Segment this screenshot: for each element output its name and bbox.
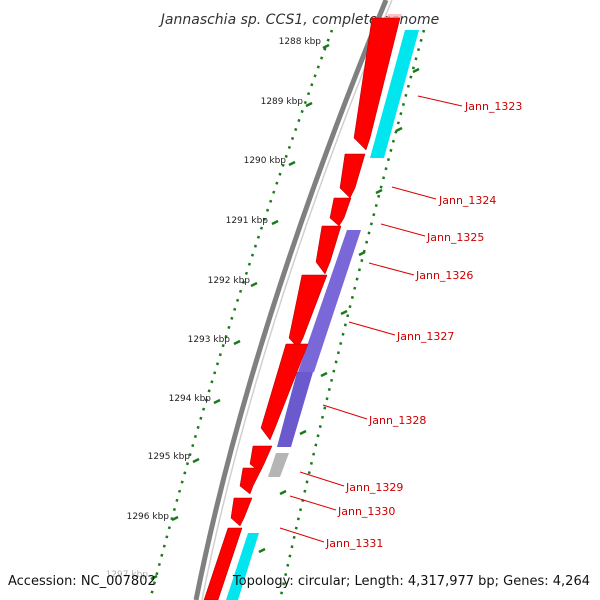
scale-tick <box>288 160 296 167</box>
topology-text: Topology: circular; Length: 4,317,977 bp… <box>232 574 590 589</box>
gene-label-jann-1325[interactable]: Jann_1325 <box>426 231 484 244</box>
gene-label-jann-1329[interactable]: Jann_1329 <box>345 481 403 494</box>
leader-line <box>299 471 345 487</box>
gene-label-jann-1326[interactable]: Jann_1326 <box>415 269 473 282</box>
gene-arrow-jann-1323[interactable] <box>353 17 401 151</box>
label-leader-lines <box>279 95 463 543</box>
leader-line <box>391 186 437 200</box>
tick-label: 1296 kbp <box>127 512 170 522</box>
scale-tick <box>322 43 330 50</box>
gene-label-jann-1331[interactable]: Jann_1331 <box>325 537 383 550</box>
gene-arrow-jann-1331[interactable] <box>230 497 253 527</box>
tick-label: 1294 kbp <box>169 394 212 404</box>
gene-label-jann-1323[interactable]: Jann_1323 <box>464 100 522 113</box>
leader-line <box>368 262 415 276</box>
inner-tick <box>375 188 383 195</box>
scale-tick-marks <box>150 43 330 581</box>
gene-arrow-next <box>203 527 243 600</box>
genome-backbone-inner <box>201 0 393 600</box>
tick-label: 1290 kbp <box>244 156 287 166</box>
inner-tick-marks <box>258 67 420 554</box>
inner-tick <box>340 309 348 316</box>
scale-tick <box>192 457 200 464</box>
genome-backbone <box>193 0 389 600</box>
rna-feature <box>370 30 419 158</box>
cds-track <box>203 17 401 600</box>
leader-line <box>348 321 396 336</box>
leader-line <box>279 527 325 543</box>
gene-arrow-jann-1328[interactable] <box>260 343 309 441</box>
leader-line <box>380 223 426 237</box>
inner-tick <box>279 489 287 496</box>
tick-label: 1289 kbp <box>261 97 304 107</box>
scale-tick <box>271 219 279 226</box>
gene-label-jann-1327[interactable]: Jann_1327 <box>396 330 454 343</box>
gene-arrow-jann-1325[interactable] <box>329 197 352 227</box>
scale-tick <box>150 574 158 581</box>
scale-tick <box>171 515 179 522</box>
gene-label-jann-1328[interactable]: Jann_1328 <box>368 414 426 427</box>
tick-label: 1291 kbp <box>226 216 269 226</box>
accession-text: Accession: NC_007802 <box>8 574 156 589</box>
inner-tick <box>258 547 266 554</box>
inner-tick <box>320 371 328 378</box>
tick-label: 1292 kbp <box>208 276 251 286</box>
inner-tick <box>299 429 307 436</box>
gene-label-jann-1324[interactable]: Jann_1324 <box>438 194 496 207</box>
tick-label: 1288 kbp <box>279 37 322 47</box>
tick-label: 1293 kbp <box>188 335 231 345</box>
leader-line <box>289 495 337 511</box>
tick-label: 1297 kbp <box>106 570 149 580</box>
tick-label: 1295 kbp <box>148 452 191 462</box>
gene-label-jann-1330[interactable]: Jann_1330 <box>337 505 395 518</box>
inner-tick <box>358 250 366 257</box>
rna-feature <box>226 533 259 600</box>
scale-tick <box>213 398 221 405</box>
operon-feature <box>298 230 361 372</box>
inner-tick <box>412 67 420 74</box>
gene-arrow-jann-1324[interactable] <box>339 153 366 199</box>
scale-tick <box>250 281 258 288</box>
inner-tick <box>395 126 403 133</box>
other-feature <box>268 453 289 477</box>
gene-arrow-jann-1330[interactable] <box>239 467 263 495</box>
leader-line <box>417 95 463 107</box>
scale-tick <box>233 339 241 346</box>
gene-arrow-jann-1326[interactable] <box>315 225 342 275</box>
inner-dotted-line <box>278 29 426 600</box>
scale-tick <box>305 101 313 108</box>
operon-feature <box>277 372 313 447</box>
map-title: Jannaschia sp. CCS1, complete genome <box>158 12 439 28</box>
leader-line <box>322 404 368 420</box>
